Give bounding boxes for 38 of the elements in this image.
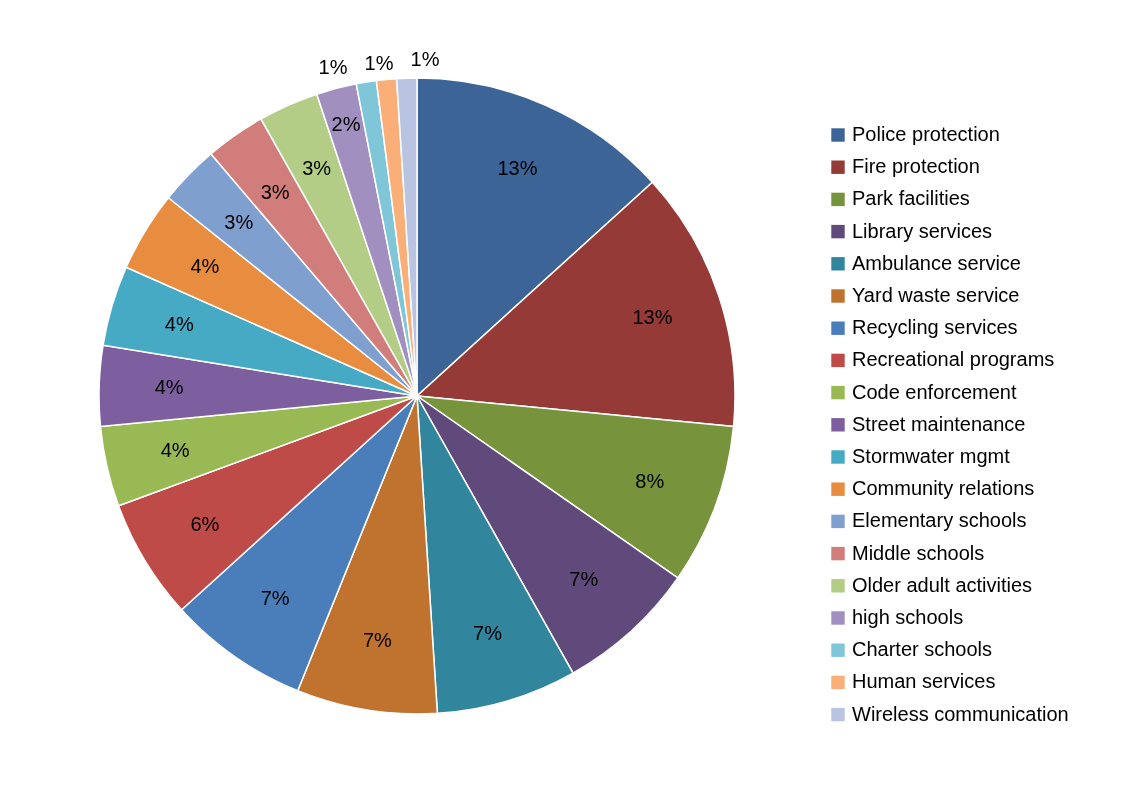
data-label: 8% [635, 469, 665, 492]
data-label: 7% [473, 621, 503, 644]
data-label: 2% [331, 113, 361, 136]
legend-label: Community relations [852, 477, 1035, 500]
data-label: 4% [164, 313, 194, 336]
data-label: 1% [364, 52, 394, 74]
legend-label: Code enforcement [852, 380, 1017, 403]
data-label: 3% [260, 180, 290, 203]
data-label: 13% [632, 305, 673, 328]
legend-label: Police protection [852, 123, 1000, 145]
legend-label: Street maintenance [852, 412, 1026, 435]
data-label: 13% [497, 157, 538, 180]
legend-label: Ambulance service [852, 251, 1021, 274]
legend-label: Yard waste service [852, 284, 1020, 306]
legend-label: Human services [852, 670, 996, 693]
data-label: 4% [154, 376, 184, 399]
legend-label: Wireless communication [852, 702, 1069, 725]
data-label: 7% [569, 567, 599, 590]
data-label: 1% [318, 56, 348, 78]
data-label: 1% [410, 48, 440, 70]
legend-label: Stormwater mgmt [852, 445, 1011, 467]
legend-label: Charter schools [852, 638, 993, 661]
legend-label: Elementary schools [852, 509, 1027, 532]
data-label: 4% [190, 255, 220, 278]
data-label: 6% [190, 512, 220, 535]
data-label: 3% [302, 157, 332, 180]
data-label: 7% [260, 587, 290, 610]
data-label: 3% [224, 211, 254, 234]
legend-label: Fire protection [852, 155, 980, 178]
legend-label: Middle schools [852, 541, 985, 564]
legend-label: high schools [852, 606, 964, 628]
legend-label: Library services [852, 219, 993, 242]
data-label: 7% [362, 628, 393, 651]
data-label: 4% [160, 439, 190, 462]
legend-label: Older adult activities [852, 573, 1033, 596]
legend-label: Recreational programs [852, 348, 1055, 371]
legend-label: Recycling services [852, 316, 1018, 339]
legend-label: Park facilities [852, 187, 970, 210]
